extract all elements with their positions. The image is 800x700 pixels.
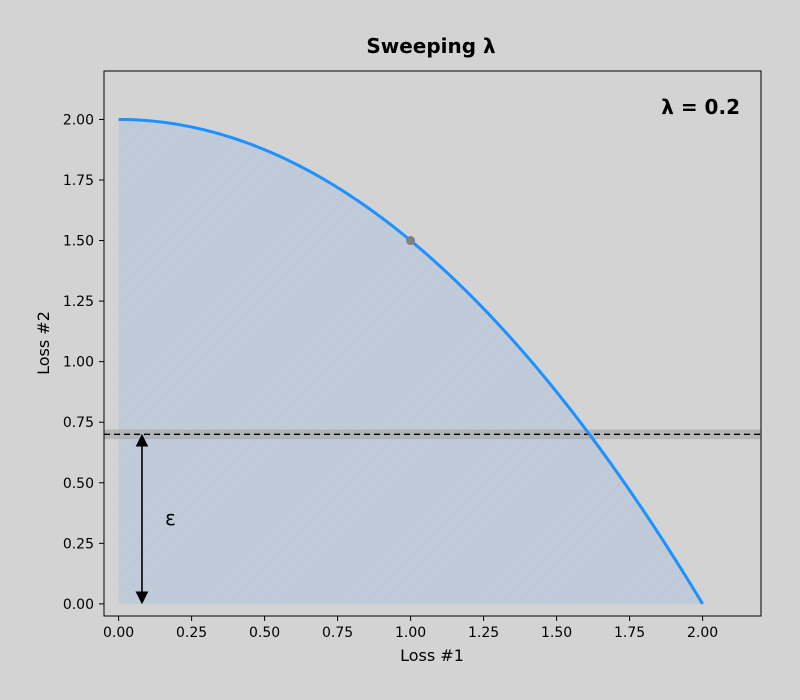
x-tick-label: 0.50 [249, 625, 280, 641]
y-tick-label: 0.50 [63, 476, 94, 492]
threshold-band [104, 429, 761, 440]
series-group [118, 117, 704, 605]
x-tick-label: 1.00 [395, 625, 426, 641]
y-tick-label: 1.25 [63, 294, 94, 310]
y-tick-label: 2.00 [63, 112, 94, 128]
y-tick-label: 0.75 [63, 415, 94, 431]
x-tick-label: 1.25 [468, 625, 499, 641]
shaded-region-hatch [118, 119, 703, 604]
highlight-point [406, 236, 416, 246]
y-tick-label: 1.50 [63, 234, 94, 250]
y-tick-label: 0.00 [63, 597, 94, 613]
lambda-annotation: λ = 0.2 [661, 95, 740, 119]
shaded-feasible-region [118, 119, 703, 604]
x-tick-label: 2.00 [687, 625, 718, 641]
y-tick-label: 1.00 [63, 355, 94, 371]
epsilon-label: ε [165, 506, 176, 530]
chart-title: Sweeping λ [366, 34, 496, 58]
x-axis-label: Loss #1 [400, 646, 464, 665]
y-tick-label: 0.25 [63, 536, 94, 552]
y-axis-label: Loss #2 [34, 311, 53, 375]
threshold-group [104, 429, 761, 440]
plot-frame [103, 70, 762, 617]
x-axis-ticks: 0.00 0.25 0.50 0.75 1.00 1.25 1.50 1.75 2.00 [103, 616, 718, 641]
y-axis-ticks: 0.00 0.25 0.50 0.75 1.00 1.25 1.50 1.75 2.00 [63, 112, 104, 613]
x-tick-label: 0.25 [176, 625, 207, 641]
x-tick-label: 1.75 [614, 625, 645, 641]
y-tick-label: 1.75 [63, 173, 94, 189]
x-tick-label: 1.50 [541, 625, 572, 641]
x-tick-label: 0.75 [322, 625, 353, 641]
x-tick-label: 0.00 [103, 625, 134, 641]
